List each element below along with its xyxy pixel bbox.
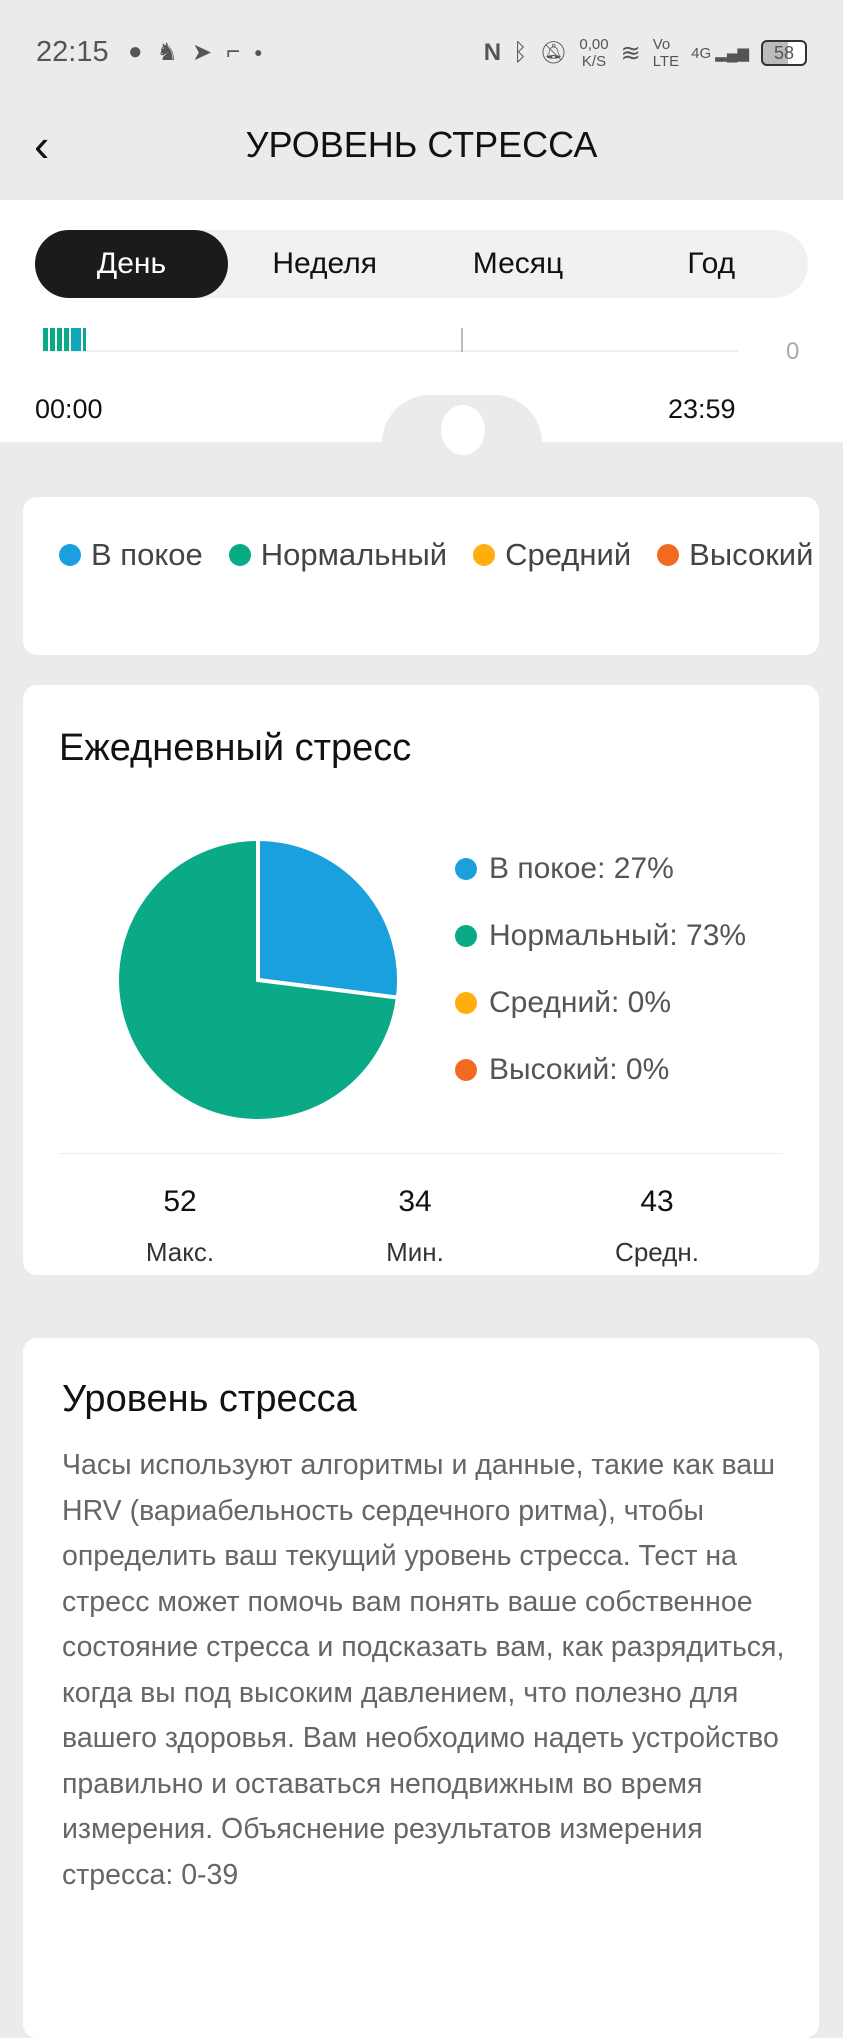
nfc-icon: N [483, 39, 502, 66]
rest-dot-icon [455, 858, 477, 880]
daily-stress-card: Ежедневный стресс В покое: 27% Нормальны… [23, 685, 819, 1275]
legend-high: Высокий [657, 537, 813, 573]
status-bar: 22:15 ● ♞ ➤ ⌐ ● N ᛒ 🔕︎ 0,00 K/S ≋ Vo LTE 4… [0, 0, 843, 100]
scrubber-handle[interactable] [441, 405, 485, 455]
net-speed-value: 0,00 [579, 36, 609, 53]
pie-legend-normal: Нормальный: 73% [455, 919, 746, 953]
stat-label: Макс. [145, 1237, 215, 1267]
notification-icons: ● ♞ ➤ ⌐ ● [128, 38, 263, 67]
pie-slice-0 [256, 836, 401, 1000]
stat-avg: 43 Средн. [547, 1185, 767, 1268]
stat-value: 43 [640, 1185, 674, 1218]
description-title: Уровень стресса [62, 1378, 357, 1420]
signal: 4G ▂▄▆ [691, 45, 749, 62]
shoe-icon: ⌐ [226, 38, 241, 65]
bluetooth-icon: ᛒ [513, 39, 528, 66]
tab-day[interactable]: День [35, 230, 228, 298]
system-icons: N ᛒ 🔕︎ 0,00 K/S ≋ Vo LTE 4G ▂▄▆ 58 [484, 36, 807, 70]
medium-dot-icon [473, 544, 496, 566]
timeline-bar [57, 328, 62, 351]
legend-medium: Средний [473, 537, 631, 573]
legend-label: Нормальный [260, 537, 448, 572]
network-type: 4G [691, 45, 712, 62]
pie-slice-1 [115, 836, 401, 1123]
back-button[interactable]: ‹ [34, 119, 50, 171]
stat-min: 34 Мин. [305, 1185, 525, 1268]
high-dot-icon [657, 544, 680, 566]
stat-value: 52 [163, 1185, 197, 1218]
timeline-end: 23:59 [668, 394, 736, 424]
status-time: 22:15 [36, 36, 109, 68]
timeline-bar [50, 328, 55, 351]
pie-legend-label: Высокий: 0% [489, 1053, 670, 1086]
stat-value: 34 [398, 1185, 432, 1218]
timeline-start: 00:00 [35, 394, 103, 424]
volte-bottom: LTE [652, 53, 680, 70]
more-dot-icon: ● [254, 44, 263, 60]
pie-legend-label: Средний: 0% [489, 986, 671, 1019]
tab-week[interactable]: Неделя [272, 247, 377, 280]
stat-max: 52 Макс. [70, 1185, 290, 1268]
pie-legend-label: Нормальный: 73% [489, 919, 747, 952]
timeline-midday-tick [461, 328, 463, 352]
medium-dot-icon [455, 992, 477, 1014]
legend-label: Высокий [689, 537, 814, 572]
normal-dot-icon [455, 925, 477, 947]
timeline-bar [43, 328, 48, 351]
volte: Vo LTE [653, 36, 679, 70]
pie-legend-rest: В покое: 27% [455, 852, 674, 886]
page-title: УРОВЕНЬ СТРЕССА [245, 124, 598, 165]
timeline-bar [64, 328, 69, 351]
high-dot-icon [455, 1059, 477, 1081]
battery-icon: 58 [761, 40, 807, 66]
normal-dot-icon [228, 544, 251, 566]
description-text: Часы используют алгоритмы и данные, таки… [62, 1449, 785, 1891]
timeline-bar [83, 328, 86, 351]
timeline-bar [71, 328, 76, 351]
volte-top: Vo [652, 36, 671, 53]
divider [59, 1153, 783, 1154]
stat-label: Средн. [615, 1237, 699, 1267]
stress-pie-chart [115, 836, 401, 1123]
tab-year[interactable]: Год [687, 247, 736, 280]
wifi-icon: ≋ [620, 39, 641, 67]
pie-legend-high: Высокий: 0% [455, 1053, 669, 1087]
rest-dot-icon [59, 544, 81, 566]
mute-icon: 🔕︎ [539, 40, 568, 65]
app-icon: ♞ [156, 39, 179, 66]
legend-card: В покое Нормальный Средний Высокий [23, 497, 819, 655]
legend-label: В покое [91, 537, 203, 572]
tab-month[interactable]: Месяц [472, 247, 564, 280]
legend-normal: Нормальный [228, 537, 448, 573]
description-card: Уровень стресса Часы используют алгоритм… [23, 1338, 819, 2038]
timeline-baseline [43, 350, 738, 352]
net-speed: 0,00 K/S [579, 36, 608, 70]
period-tabs: День Неделя Месяц Год [35, 230, 808, 298]
axis-value: 0 [786, 338, 800, 365]
message-icon: ● [128, 38, 143, 65]
pie-legend-medium: Средний: 0% [455, 986, 671, 1020]
legend-label: Средний [505, 537, 632, 572]
stat-label: Мин. [386, 1237, 444, 1267]
timeline-bar [76, 328, 81, 351]
net-speed-unit: K/S [581, 53, 607, 70]
legend-rest: В покое [59, 537, 203, 573]
telegram-icon: ➤ [192, 39, 213, 66]
pie-legend-label: В покое: 27% [489, 852, 674, 885]
daily-stress-title: Ежедневный стресс [59, 727, 412, 769]
